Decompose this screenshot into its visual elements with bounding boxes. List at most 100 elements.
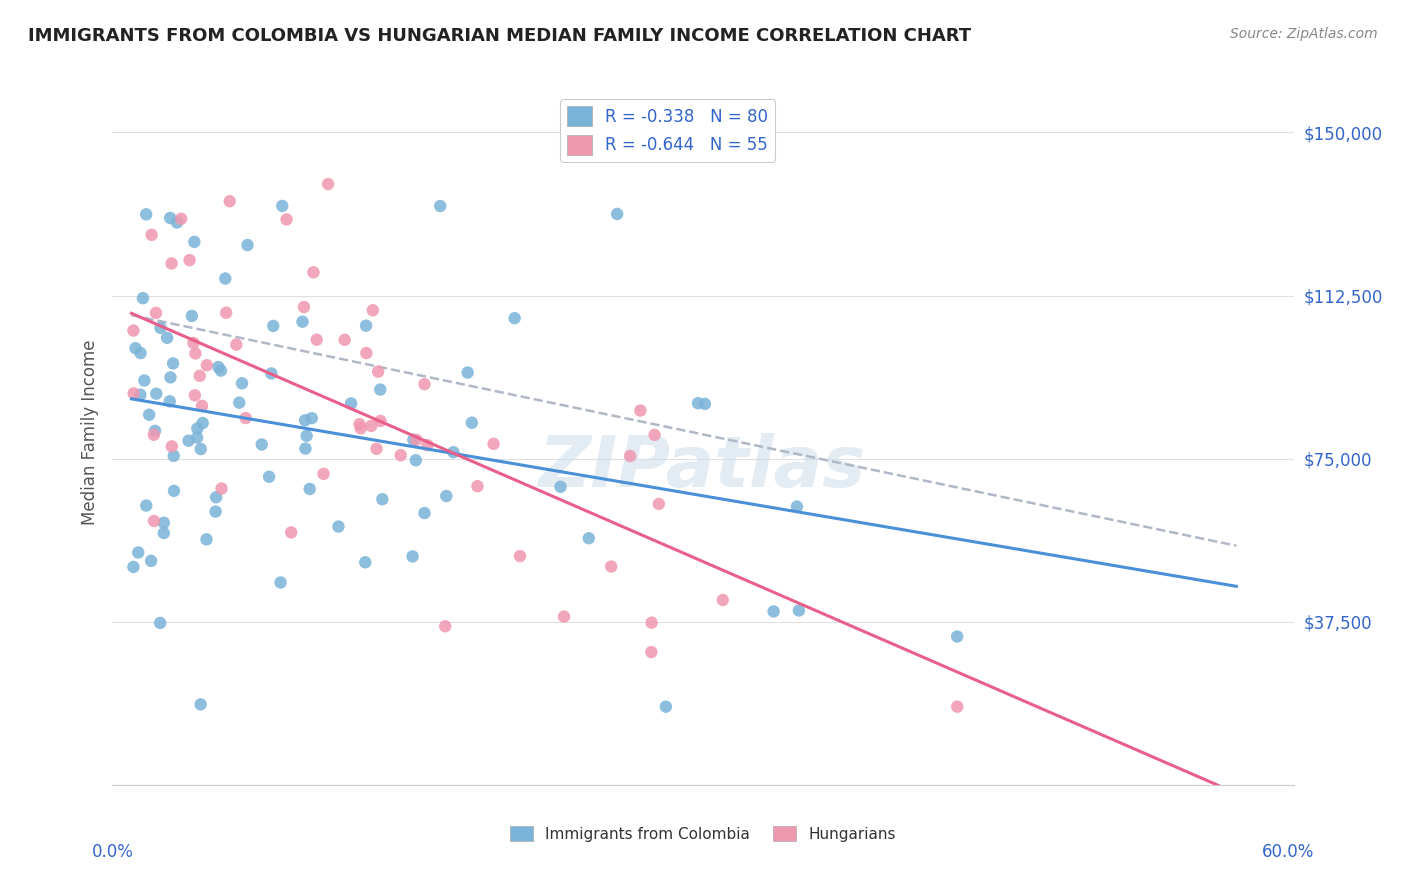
Point — [149, 321, 172, 335]
Point — [153, 526, 176, 541]
Point — [302, 265, 325, 279]
Point — [301, 411, 323, 425]
Point — [295, 429, 318, 443]
Text: IMMIGRANTS FROM COLOMBIA VS HUNGARIAN MEDIAN FAMILY INCOME CORRELATION CHART: IMMIGRANTS FROM COLOMBIA VS HUNGARIAN ME… — [28, 27, 972, 45]
Point — [163, 449, 186, 463]
Point — [156, 331, 179, 345]
Point — [356, 346, 378, 360]
Point — [270, 575, 292, 590]
Point — [209, 363, 232, 377]
Point — [305, 333, 328, 347]
Legend: R = -0.338   N = 80, R = -0.644   N = 55: R = -0.338 N = 80, R = -0.644 N = 55 — [560, 99, 775, 161]
Point — [389, 448, 412, 462]
Point — [413, 377, 436, 392]
Point — [443, 445, 465, 459]
Point — [179, 253, 201, 268]
Point — [316, 177, 339, 191]
Text: ZIPatlas: ZIPatlas — [540, 434, 866, 502]
Point — [145, 306, 167, 320]
Point — [228, 395, 250, 409]
Point — [159, 211, 181, 225]
Point — [291, 315, 314, 329]
Point — [405, 433, 427, 447]
Point — [368, 383, 391, 397]
Point — [124, 341, 146, 355]
Point — [184, 346, 207, 360]
Point — [503, 311, 526, 326]
Point — [170, 211, 193, 226]
Point — [509, 549, 531, 563]
Point — [195, 533, 218, 547]
Point — [644, 428, 666, 442]
Point — [416, 438, 439, 452]
Point — [361, 303, 384, 318]
Point — [214, 271, 236, 285]
Point — [606, 207, 628, 221]
Point — [640, 615, 662, 630]
Point — [328, 519, 350, 533]
Text: Source: ZipAtlas.com: Source: ZipAtlas.com — [1230, 27, 1378, 41]
Point — [180, 309, 202, 323]
Point — [122, 386, 145, 401]
Point — [218, 194, 240, 209]
Point — [207, 360, 229, 375]
Point — [298, 482, 321, 496]
Point — [159, 370, 181, 384]
Point — [360, 419, 382, 434]
Point — [236, 238, 259, 252]
Point — [787, 603, 810, 617]
Point — [292, 300, 315, 314]
Point — [129, 346, 152, 360]
Point — [215, 306, 238, 320]
Point — [205, 490, 228, 504]
Point — [149, 615, 172, 630]
Point — [686, 396, 709, 410]
Point — [467, 479, 489, 493]
Point — [145, 386, 167, 401]
Point — [711, 593, 734, 607]
Point — [142, 427, 165, 442]
Point — [294, 413, 316, 427]
Point — [271, 199, 294, 213]
Point — [153, 516, 176, 530]
Point — [402, 433, 425, 447]
Point — [177, 434, 200, 448]
Point — [211, 482, 233, 496]
Point — [294, 442, 316, 456]
Point — [762, 604, 785, 618]
Point — [166, 215, 188, 229]
Point — [367, 365, 389, 379]
Point — [190, 698, 212, 712]
Point — [619, 449, 641, 463]
Point — [946, 699, 969, 714]
Point — [333, 333, 356, 347]
Point — [354, 555, 377, 569]
Point — [405, 453, 427, 467]
Point — [186, 421, 208, 435]
Point — [134, 374, 156, 388]
Point — [655, 699, 678, 714]
Point — [600, 559, 623, 574]
Point — [640, 645, 662, 659]
Point — [648, 497, 671, 511]
Point — [143, 514, 166, 528]
Point — [434, 619, 457, 633]
Point — [366, 442, 388, 456]
Point — [132, 291, 155, 305]
Y-axis label: Median Family Income: Median Family Income — [80, 340, 98, 525]
Point — [401, 549, 423, 564]
Point — [235, 411, 257, 425]
Point — [371, 492, 394, 507]
Point — [429, 199, 451, 213]
Point — [135, 499, 157, 513]
Point — [195, 358, 218, 372]
Point — [276, 212, 298, 227]
Point — [141, 227, 163, 242]
Point — [139, 554, 162, 568]
Point — [250, 437, 273, 451]
Point — [190, 442, 212, 456]
Point — [122, 560, 145, 574]
Point — [280, 525, 302, 540]
Point — [550, 480, 572, 494]
Point — [350, 421, 373, 435]
